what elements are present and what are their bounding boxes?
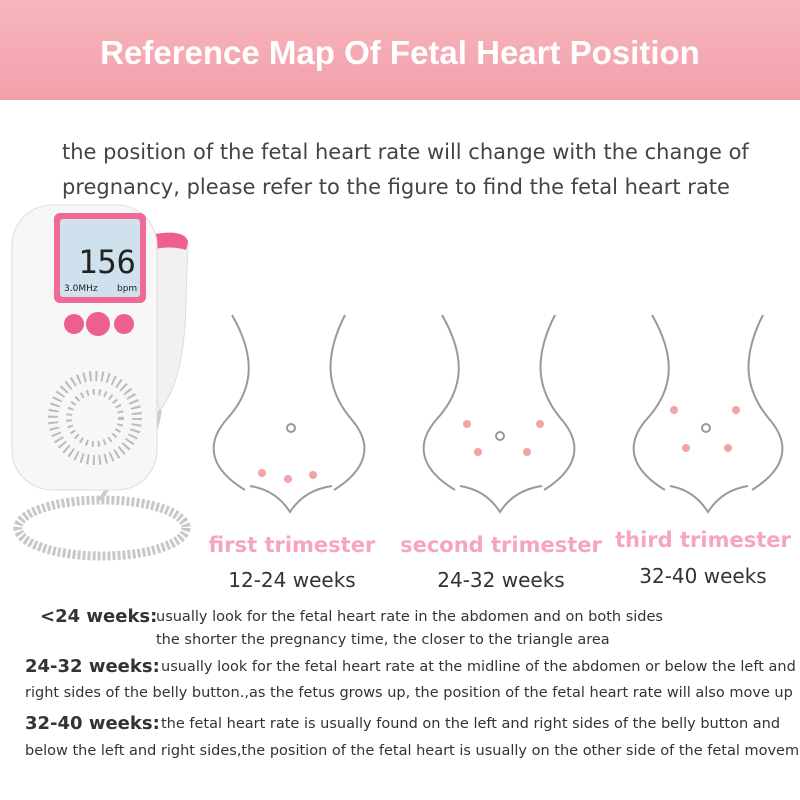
note-text: the fetal heart rate is usually found on… xyxy=(161,716,781,732)
device-unit: bpm xyxy=(117,284,137,294)
device-frequency: 3.0MHz xyxy=(64,284,98,294)
note-text: the shorter the pregnancy time, the clos… xyxy=(156,632,610,648)
device-reading: 156 xyxy=(78,243,136,281)
intro-line: the position of the fetal heart rate wil… xyxy=(62,140,749,164)
note-label: 32-40 weeks: xyxy=(25,713,160,734)
header-band xyxy=(0,0,800,100)
note-text: right sides of the belly button.,as the … xyxy=(25,685,793,701)
heart-dots xyxy=(258,406,740,483)
note-text: below the left and right sides,the posit… xyxy=(25,743,800,759)
belly-figures xyxy=(212,314,784,514)
intro-line: pregnancy, please refer to the figure to… xyxy=(62,175,730,199)
doppler-device: 156 3.0MHz bpm xyxy=(11,204,191,561)
trimester-weeks: 12-24 weeks xyxy=(228,568,356,592)
trimester-weeks: 24-32 weeks xyxy=(437,568,565,592)
title: Reference Map Of Fetal Heart Position xyxy=(100,34,700,71)
trimester-name: first trimester xyxy=(208,533,376,557)
note-label: 24-32 weeks: xyxy=(25,656,160,677)
note-text: usually look for the fetal heart rate in… xyxy=(156,609,663,625)
trimester-name: second trimester xyxy=(400,533,602,557)
trimester-weeks: 32-40 weeks xyxy=(639,564,767,588)
trimester-name: third trimester xyxy=(615,528,791,552)
note-label: <24 weeks: xyxy=(40,606,158,627)
note-text: usually look for the fetal heart rate at… xyxy=(161,659,796,675)
